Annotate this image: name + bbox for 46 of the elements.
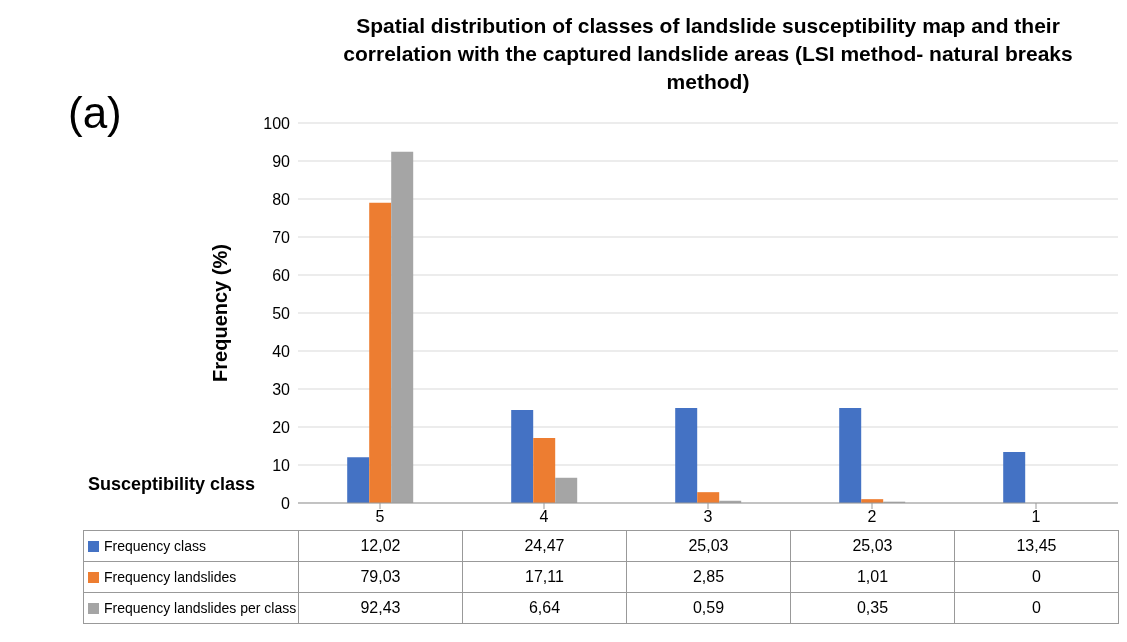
bar [1003,451,1026,503]
y-tick-label: 80 [272,190,291,208]
bar [511,410,534,503]
x-tick-label: 1 [1031,508,1041,526]
data-label: 79,03 [298,561,463,593]
y-tick-label: 40 [272,342,291,360]
y-tick-label: 100 [263,114,291,132]
y-tick-label: 50 [272,304,291,322]
y-tick-label: 90 [272,152,291,170]
x-axis-title: Susceptibility class [88,474,256,495]
legend-label: Frequency landslides per class [104,600,297,617]
bar [369,202,392,503]
legend-label: Frequency class [104,538,206,555]
legend-label: Frequency landslides [104,569,237,586]
chart-title: Spatial distribution of classes of landslide susceptibility map and their correlation with the captured landslide areas (LSI method- natural breaks method) [342,13,1074,95]
y-tick-label: 0 [281,494,291,512]
bar [697,492,720,503]
x-tick-label: 3 [703,508,713,526]
y-tick-label: 10 [272,456,291,474]
bar [839,407,862,503]
data-label: 0 [954,592,1119,624]
data-label: 1,01 [790,561,955,593]
data-label: 0,35 [790,592,955,624]
y-tick-label: 70 [272,228,291,246]
data-label: 0 [954,561,1119,593]
data-label: 0,59 [626,592,791,624]
x-tick-label: 5 [375,508,385,526]
data-label: 25,03 [626,530,791,562]
bar [533,437,556,503]
data-label: 12,02 [298,530,463,562]
data-label: 2,85 [626,561,791,593]
data-label: 17,11 [462,561,627,593]
data-label: 25,03 [790,530,955,562]
x-tick-label: 4 [539,508,549,526]
data-label: 24,47 [462,530,627,562]
y-tick-label: 60 [272,266,291,284]
text: (a) [68,88,122,138]
y-tick-label: 20 [272,418,291,436]
bar [675,407,698,503]
y-axis-title: Frequency (%) [208,244,232,382]
data-label: 6,64 [462,592,627,624]
y-tick-label: 30 [272,380,291,398]
data-label: 92,43 [298,592,463,624]
bar [347,457,370,503]
x-tick-label: 2 [867,508,877,526]
data-label: 13,45 [954,530,1119,562]
